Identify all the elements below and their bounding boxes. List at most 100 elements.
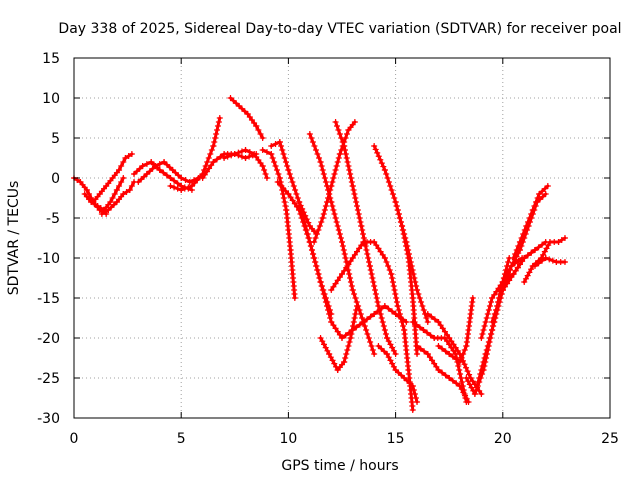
data-point-marker <box>335 155 342 161</box>
data-point-marker <box>484 343 491 349</box>
data-point-marker <box>423 315 430 321</box>
data-point-marker <box>368 343 375 349</box>
data-point-marker <box>416 324 423 331</box>
data-point-marker <box>308 247 315 253</box>
data-point-marker <box>428 313 435 320</box>
data-point-marker <box>323 183 330 189</box>
data-point-marker <box>471 391 478 397</box>
data-point-marker <box>343 155 350 161</box>
data-point-marker <box>526 215 533 221</box>
data-point-marker <box>379 251 386 258</box>
data-point-marker <box>143 161 150 167</box>
data-point-marker <box>109 195 116 201</box>
y-tick-label: 5 <box>51 131 60 147</box>
data-point-marker <box>161 159 168 165</box>
data-point-marker <box>287 194 294 201</box>
data-point-marker <box>385 354 392 361</box>
data-point-marker <box>336 274 343 281</box>
y-tick-label: -5 <box>46 211 60 227</box>
data-point-marker <box>375 245 382 252</box>
series-arc-22 <box>375 343 421 405</box>
data-point-marker <box>385 338 392 345</box>
data-point-marker <box>111 191 118 197</box>
data-point-marker <box>299 211 306 217</box>
data-point-marker <box>506 266 513 273</box>
data-point-marker <box>205 155 212 161</box>
data-point-marker <box>484 311 491 317</box>
data-point-marker <box>479 331 486 337</box>
series-arc-23 <box>381 255 416 413</box>
data-point-marker <box>486 303 493 309</box>
data-point-marker <box>312 147 319 153</box>
data-point-marker <box>392 351 399 357</box>
data-point-marker <box>269 155 276 161</box>
data-point-marker <box>466 371 473 378</box>
data-point-marker <box>524 272 531 279</box>
data-point-marker <box>398 372 405 379</box>
data-point-marker <box>449 353 456 360</box>
data-point-marker <box>304 231 311 237</box>
data-point-marker <box>311 143 318 149</box>
data-point-marker <box>292 187 299 193</box>
data-point-marker <box>426 354 433 361</box>
data-point-marker <box>334 277 341 284</box>
series-arc-3 <box>90 151 135 205</box>
data-point-marker <box>120 175 127 181</box>
data-point-marker <box>316 155 323 161</box>
data-point-marker <box>297 203 304 209</box>
data-point-marker <box>282 188 289 194</box>
data-point-marker <box>274 179 281 185</box>
series-line <box>351 304 408 332</box>
data-point-marker <box>328 287 335 293</box>
data-point-marker <box>424 329 431 336</box>
data-point-marker <box>339 239 345 245</box>
data-point-marker <box>341 359 348 365</box>
data-point-marker <box>353 324 360 331</box>
data-point-marker <box>389 308 396 315</box>
data-point-marker <box>503 272 510 279</box>
data-point-marker <box>282 203 289 209</box>
data-point-marker <box>255 127 262 133</box>
data-point-marker <box>322 203 329 209</box>
data-point-marker <box>317 159 324 165</box>
data-point-marker <box>382 331 389 337</box>
data-point-marker <box>367 267 374 273</box>
data-point-marker <box>261 167 268 173</box>
data-point-marker <box>311 239 318 245</box>
y-tick-label: 0 <box>51 171 60 187</box>
data-point-marker <box>320 211 327 217</box>
data-point-marker <box>512 267 519 274</box>
data-point-marker <box>313 231 320 237</box>
data-point-marker <box>228 152 235 159</box>
data-point-marker <box>341 143 348 149</box>
data-point-marker <box>347 275 354 281</box>
data-point-marker <box>348 179 355 185</box>
data-point-marker <box>499 279 506 285</box>
data-point-marker <box>485 339 492 345</box>
data-point-marker <box>214 127 221 133</box>
data-point-marker <box>531 203 538 209</box>
data-point-marker <box>105 207 112 213</box>
data-point-marker <box>392 291 399 297</box>
data-point-marker <box>414 287 421 293</box>
data-point-marker <box>83 187 90 193</box>
data-point-marker <box>160 169 167 176</box>
data-point-marker <box>211 139 218 145</box>
data-point-marker <box>457 375 464 381</box>
data-point-marker <box>461 347 468 353</box>
data-point-marker <box>214 123 221 129</box>
data-point-marker <box>259 163 266 169</box>
data-point-marker <box>522 275 529 282</box>
data-point-marker <box>314 267 321 273</box>
data-point-marker <box>169 167 176 173</box>
data-point-marker <box>470 387 477 394</box>
data-point-marker <box>354 303 361 309</box>
data-point-marker <box>338 135 345 141</box>
data-point-marker <box>210 159 217 165</box>
data-point-marker <box>116 183 123 189</box>
data-point-marker <box>536 191 543 197</box>
data-point-marker <box>342 147 349 153</box>
data-point-marker <box>280 185 287 191</box>
data-point-marker <box>483 315 490 321</box>
data-point-marker <box>365 255 372 261</box>
